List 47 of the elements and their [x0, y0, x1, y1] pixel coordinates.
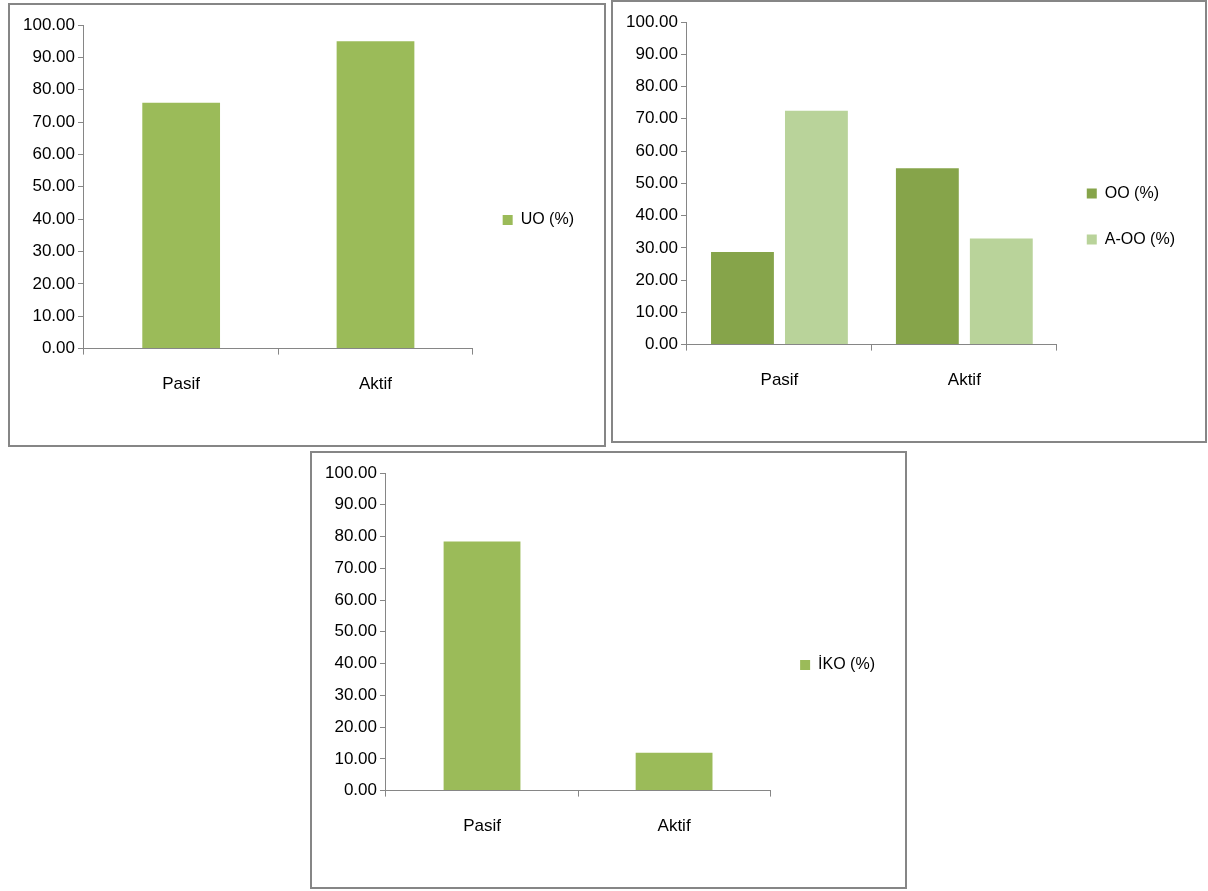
y-tick-label: 100.00	[626, 11, 678, 31]
y-tick-label: 70.00	[635, 108, 678, 128]
legend-label: OO (%)	[1104, 183, 1159, 201]
legend-label: A-OO (%)	[1104, 229, 1175, 247]
x-tick-label: Aktif	[358, 374, 393, 394]
x-tick-label: Pasif	[162, 374, 201, 394]
y-tick-label: 30.00	[32, 241, 75, 261]
y-tick-label: 50.00	[635, 172, 678, 192]
legend-label: UO (%)	[520, 210, 574, 228]
y-tick-label: 20.00	[334, 716, 377, 736]
y-tick-label: 30.00	[334, 685, 377, 705]
y-tick-label: 90.00	[635, 43, 678, 63]
y-tick-label: 70.00	[334, 557, 377, 577]
y-tick-label: 10.00	[32, 305, 75, 325]
x-tick-label: Aktif	[657, 816, 691, 836]
y-tick-label: 70.00	[32, 111, 75, 131]
y-tick-label: 60.00	[32, 144, 75, 164]
y-tick-label: 80.00	[635, 76, 678, 96]
y-tick-label: 40.00	[334, 653, 377, 673]
bar	[895, 168, 959, 345]
y-tick-label: 80.00	[334, 526, 377, 546]
y-tick-label: 60.00	[635, 140, 678, 160]
y-tick-label: 10.00	[334, 748, 377, 768]
y-tick-label: 20.00	[635, 269, 678, 289]
y-tick-label: 100.00	[23, 14, 75, 34]
bar	[969, 238, 1033, 345]
y-tick-label: 50.00	[32, 176, 75, 196]
y-tick-label: 90.00	[32, 47, 75, 67]
y-tick-label: 30.00	[635, 237, 678, 257]
legend-label: İKO (%)	[818, 654, 875, 673]
y-tick-label: 80.00	[32, 79, 75, 99]
bar	[784, 110, 848, 345]
y-tick-label: 100.00	[325, 462, 377, 482]
bar	[711, 252, 774, 345]
x-tick-label: Pasif	[760, 370, 799, 390]
y-tick-label: 40.00	[32, 208, 75, 228]
y-tick-label: 20.00	[32, 273, 75, 293]
y-tick-label: 60.00	[334, 589, 377, 609]
y-tick-label: 10.00	[635, 302, 678, 322]
y-tick-label: 0.00	[343, 780, 377, 800]
y-tick-label: 0.00	[644, 334, 678, 354]
y-tick-label: 50.00	[334, 621, 377, 641]
y-tick-label: 0.00	[41, 338, 75, 358]
x-tick-label: Pasif	[463, 816, 502, 836]
y-tick-label: 90.00	[334, 494, 377, 514]
x-tick-label: Aktif	[947, 370, 982, 390]
y-tick-label: 40.00	[635, 205, 678, 225]
